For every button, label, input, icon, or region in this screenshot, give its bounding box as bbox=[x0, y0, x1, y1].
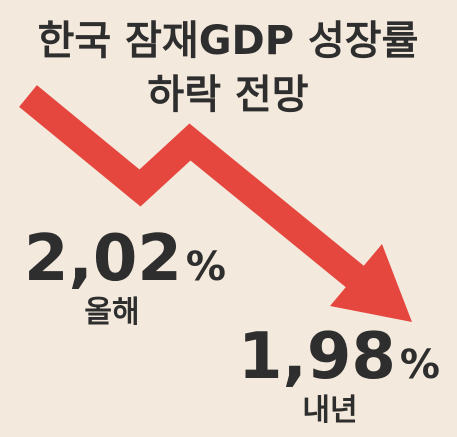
rate-unit: % bbox=[400, 342, 440, 388]
current-rate: 2,02% bbox=[24, 222, 226, 296]
down-arrow bbox=[19, 85, 412, 322]
next-rate: 1,98% bbox=[238, 320, 440, 394]
title-line: 한국 잠재GDP 성장률 bbox=[38, 18, 419, 64]
arrow-shaft bbox=[19, 85, 373, 295]
arrow-head bbox=[330, 244, 412, 322]
rate-label: 올해 bbox=[84, 295, 139, 330]
rate-label: 내년 bbox=[302, 393, 357, 428]
rate-unit: % bbox=[186, 244, 226, 290]
rate-value: 1,98 bbox=[238, 320, 396, 394]
title-line: 하락 전망 bbox=[147, 72, 308, 118]
rate-value: 2,02 bbox=[24, 222, 182, 296]
